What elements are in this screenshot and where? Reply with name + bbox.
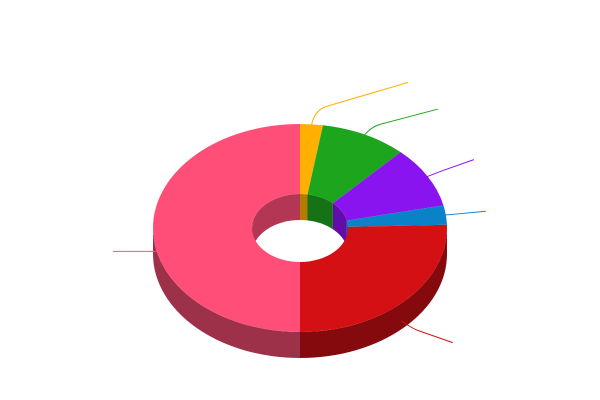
slice-2-inner-wall-1 — [332, 203, 347, 247]
leader-lines-layer — [113, 81, 486, 344]
slice-3-top — [346, 205, 447, 227]
slice-4-leader-line — [400, 320, 453, 344]
slice-1-inner-wall-1 — [307, 194, 333, 230]
slice-0-top — [300, 124, 323, 195]
slice-5-outer-wall — [153, 228, 300, 358]
donut-top-layer — [153, 124, 447, 332]
slice-4-outer-wall — [300, 228, 447, 358]
slice-5-top — [153, 124, 300, 332]
slice-4-top — [300, 224, 447, 332]
slice-0-leader-line — [310, 81, 409, 129]
slice-1-leader-line — [361, 108, 439, 139]
slice-3-leader-line — [439, 210, 486, 216]
slice-5-inner-wall-0 — [252, 194, 300, 254]
slice-2-top — [332, 152, 444, 221]
slice-2-leader-line — [422, 159, 475, 179]
slice-0-inner-wall-1 — [300, 194, 308, 221]
slice-1-top — [307, 125, 401, 204]
donut-depth-layer — [153, 194, 447, 358]
